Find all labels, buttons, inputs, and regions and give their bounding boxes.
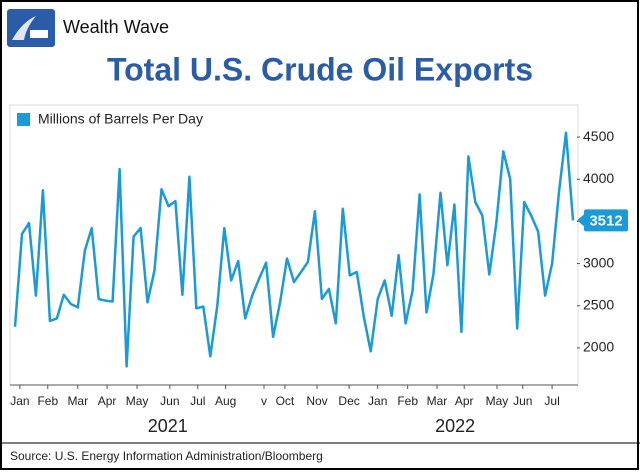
x-tick-label: Jul — [190, 394, 205, 408]
y-tick-label: 2500 — [583, 296, 614, 312]
year-label: 2022 — [435, 416, 475, 436]
y-tick-label: 4500 — [583, 128, 614, 144]
x-tick-label: Jun — [513, 394, 532, 408]
x-tick-label: v — [261, 394, 267, 408]
series-line — [13, 131, 575, 368]
legend-swatch — [17, 113, 30, 126]
x-tick-label: May — [126, 394, 149, 408]
x-tick-label: Apr — [98, 394, 117, 408]
y-tick-label: 4000 — [583, 170, 614, 186]
year-label: 2021 — [148, 416, 188, 436]
x-tick-label: Aug — [215, 394, 236, 408]
logo-bars — [30, 30, 48, 38]
value-label-box — [584, 209, 628, 232]
logo — [7, 9, 55, 47]
chart-title: Total U.S. Crude Oil Exports — [107, 51, 533, 87]
x-tick-label: Jan — [368, 394, 387, 408]
legend-label: Millions of Barrels Per Day — [38, 111, 203, 127]
x-tick-label: Dec — [338, 394, 359, 408]
x-tick-label: May — [486, 394, 509, 408]
logo-box — [7, 9, 55, 47]
value-label-pointer — [577, 214, 584, 227]
x-tick-label: Apr — [455, 394, 474, 408]
x-tick-label: Oct — [276, 394, 295, 408]
x-tick-label: Jun — [160, 394, 179, 408]
source: Source: U.S. Energy Information Administ… — [10, 449, 323, 463]
y-tick-label: 2000 — [583, 339, 614, 355]
y-tick-label: 3000 — [583, 254, 614, 270]
x-tick-label: Jan — [10, 394, 29, 408]
x-tick-label: Jul — [544, 394, 559, 408]
x-tick-label: Feb — [37, 394, 58, 408]
logo-wave — [12, 16, 36, 40]
brand: Wealth Wave — [63, 17, 169, 37]
x-tick-label: Mar — [67, 394, 88, 408]
x-tick-label: Mar — [427, 394, 448, 408]
value-label: 3512 — [589, 212, 622, 229]
x-tick-label: Nov — [306, 394, 327, 408]
x-tick-label: Feb — [397, 394, 418, 408]
